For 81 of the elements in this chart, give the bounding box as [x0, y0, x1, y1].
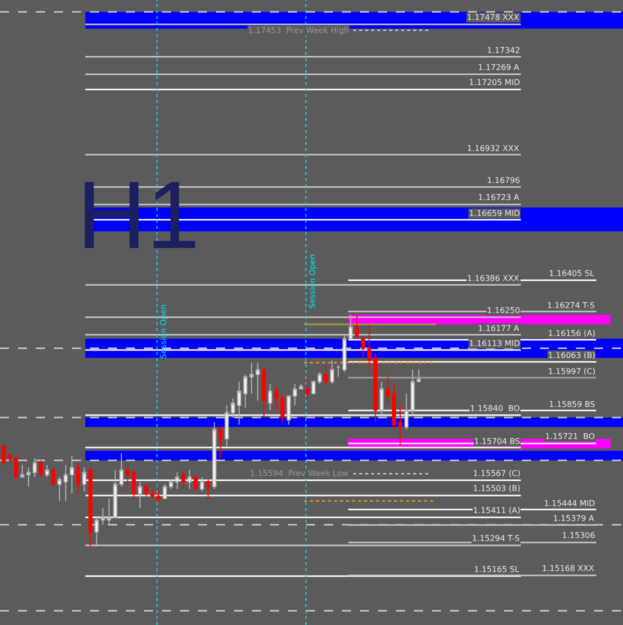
candlestick — [361, 336, 366, 358]
candlestick — [274, 386, 278, 411]
ref-line-label: 1.15704 BS — [474, 437, 520, 446]
candlestick — [132, 469, 136, 500]
candlestick — [206, 478, 210, 500]
ref-line-label: 1.16250 — [487, 306, 520, 315]
candlestick — [318, 372, 322, 385]
ref-line-label: 1.15594 Prev Week Low — [250, 469, 349, 478]
ref-line-label: 1.16177 A — [478, 324, 520, 333]
candlestick — [70, 455, 74, 494]
ref-line-label: 1.15444 MID — [544, 499, 596, 508]
ref-line-label: 1.15721 BO — [545, 432, 595, 441]
candlestick — [373, 352, 378, 423]
candlestick — [250, 362, 254, 394]
candlestick — [194, 474, 198, 490]
ref-line-label: 1.15294 T-S — [472, 534, 520, 543]
candlestick — [280, 395, 285, 423]
candlestick — [76, 462, 80, 494]
candlestick — [20, 464, 24, 478]
ref-line-label: 1.17453 Prev Week High — [248, 26, 350, 35]
candlestick — [262, 369, 266, 418]
candlestick — [305, 378, 310, 399]
ref-line-label: 1.16659 MID — [469, 209, 520, 218]
candlestick — [150, 488, 154, 500]
candlestick — [336, 364, 340, 378]
candlestick — [26, 467, 31, 488]
ref-line-label: 1.17205 MID — [469, 78, 520, 87]
annotation: Session Open — [308, 254, 318, 309]
ref-line-label: 1.15840 BO — [470, 404, 520, 413]
candlestick — [57, 476, 62, 502]
candlestick — [51, 467, 56, 488]
candlestick — [354, 314, 359, 340]
ref-line-label: 1.16274 T-S — [547, 301, 595, 310]
candlestick — [292, 384, 297, 406]
ref-line-label: 1.15411 (A) — [473, 506, 520, 515]
text: H1 — [77, 162, 200, 269]
candlestick — [156, 488, 161, 504]
candlestick — [416, 369, 421, 382]
candlestick — [243, 374, 248, 408]
candlestick — [14, 455, 18, 478]
ref-line-label: 1.15379 A — [553, 514, 595, 523]
candlestick — [32, 458, 37, 478]
ref-line-label: 1.15168 XXX — [542, 564, 595, 573]
ref-line-label: 1.17342 — [487, 46, 520, 55]
ref-line-label: 1.16932 XXX — [467, 144, 520, 153]
ref-line-label: 1.15165 SL — [474, 565, 520, 574]
candlestick — [268, 384, 272, 411]
ref-line-label: 1.16405 SL — [549, 269, 595, 278]
ref-line-label: 1.17478 XXX — [467, 13, 520, 22]
candlestick — [256, 362, 260, 402]
candlestick — [88, 467, 92, 547]
ref-line-label: 1.16113 MID — [469, 339, 520, 348]
candlestick — [126, 464, 130, 488]
annotation: Session Open — [159, 304, 168, 359]
candlestick — [144, 484, 148, 497]
ref-line-label: 1.15997 (C) — [548, 367, 596, 376]
ref-line-label: 1.17269 A — [478, 63, 520, 72]
candlestick — [398, 402, 402, 447]
candlestick — [8, 452, 12, 464]
candlestick — [324, 364, 328, 385]
candlestick — [299, 384, 304, 390]
candlestick — [181, 469, 186, 490]
ref-line-label: 1.15859 BS — [549, 400, 596, 409]
candlestick — [45, 464, 50, 478]
candlestick — [386, 374, 390, 404]
ref-line-label: 1.16063 (B) — [548, 351, 596, 360]
ref-line-label: 1.16386 XXX — [467, 274, 520, 283]
candlestick — [38, 460, 43, 478]
candlestick — [330, 360, 334, 385]
ref-line-label: 1.16796 — [487, 176, 520, 185]
candlestick — [2, 443, 6, 466]
ref-line-label: 1.16156 (A) — [548, 329, 596, 338]
ref-line-label: 1.16723 A — [478, 193, 520, 202]
ref-line-label: 1.15306 — [562, 531, 596, 540]
candlestick — [311, 381, 316, 394]
ref-line-label: 1.15503 (B) — [473, 484, 520, 493]
candlestick — [367, 324, 372, 370]
candlestick — [392, 384, 396, 430]
candlestick — [218, 426, 223, 459]
candlestick — [64, 464, 68, 502]
ref-line-label: 1.15567 (C) — [473, 469, 520, 478]
